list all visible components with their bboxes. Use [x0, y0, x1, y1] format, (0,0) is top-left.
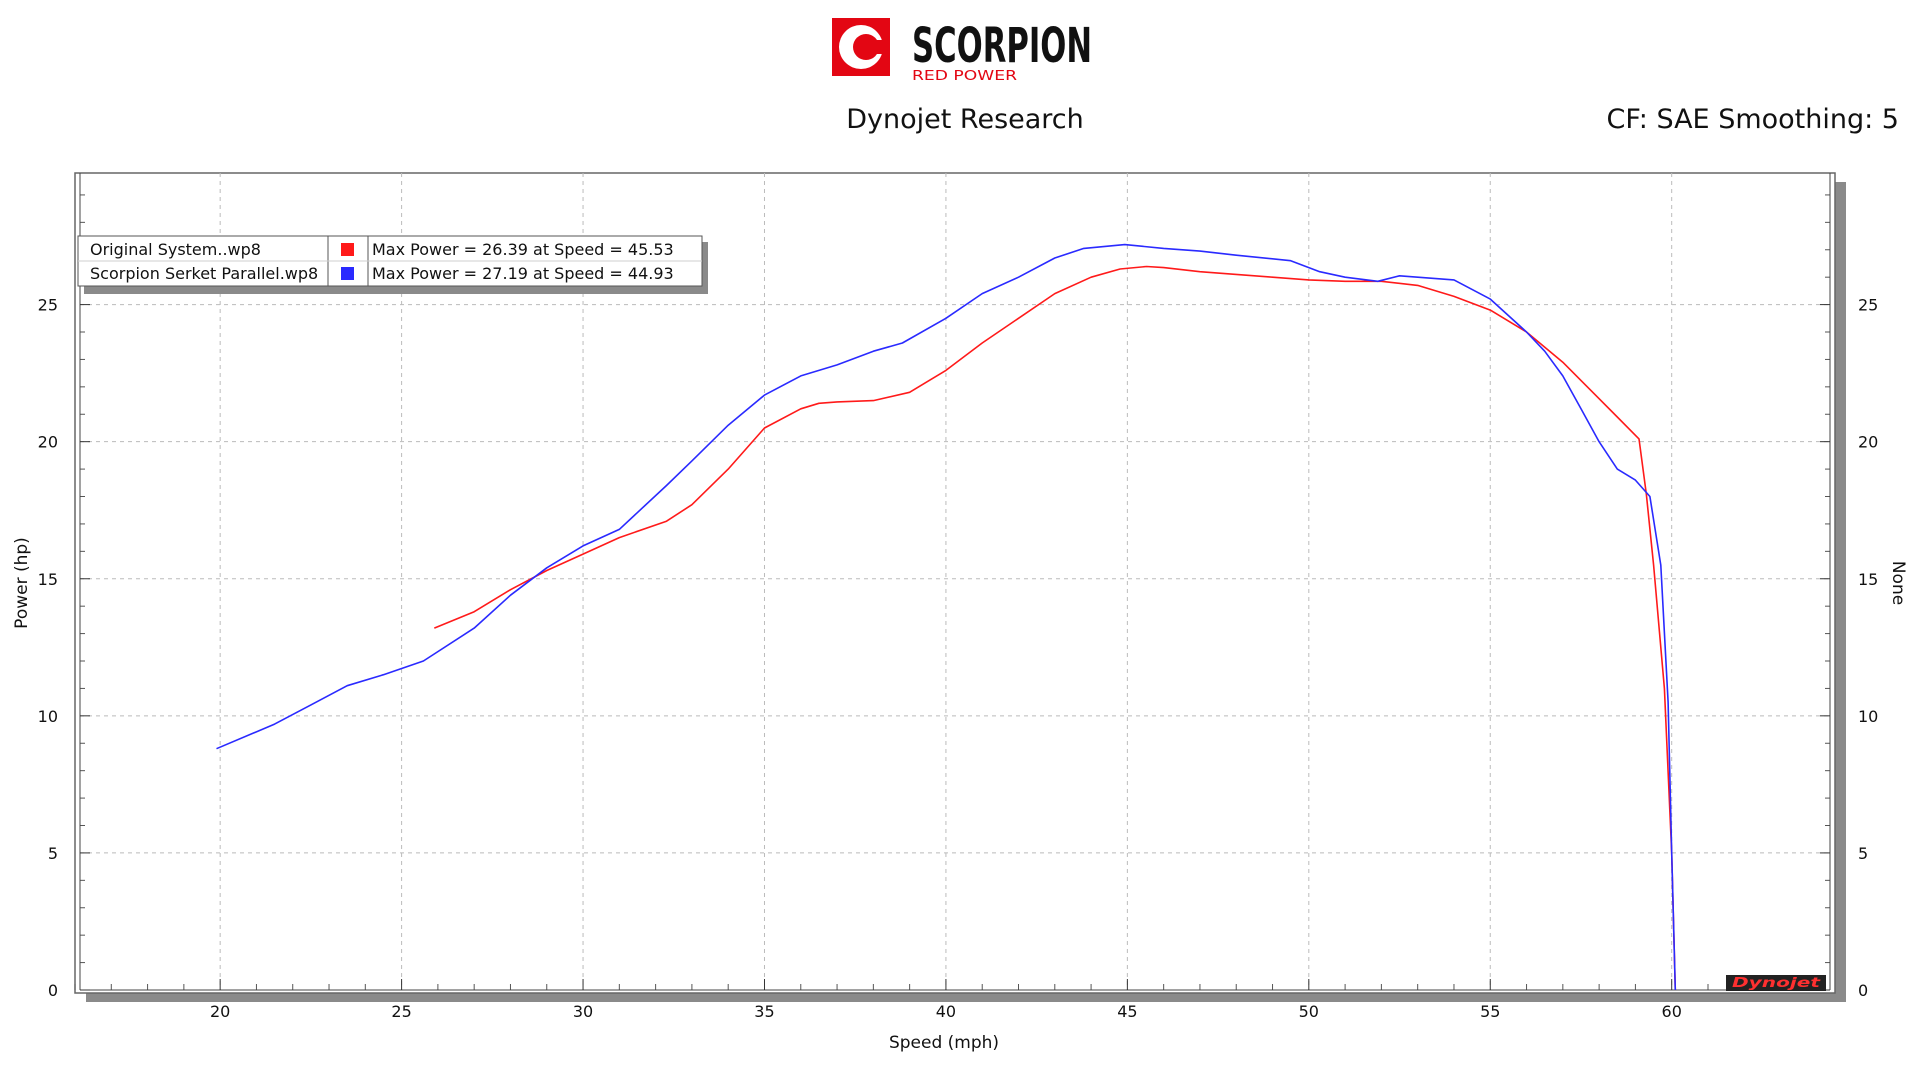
y-axis-left: 0 5 10 15 20 25: [38, 173, 90, 1000]
y-axis-label: Power (hp): [12, 537, 32, 629]
dynojet-logo: Dynojet: [1726, 975, 1826, 991]
x-axis-label: Speed (mph): [889, 1033, 999, 1053]
plot-area: [74, 172, 1836, 994]
logo-wordmark: SCORPION: [912, 18, 1092, 74]
series-line-original: [433, 265, 1677, 991]
scorpion-logo: SCORPION RED POWER: [832, 18, 1092, 84]
y-tick-label-right: 20: [1858, 433, 1878, 452]
chart-title: Dynojet Research: [846, 104, 1084, 135]
legend-swatch-serket: [341, 267, 354, 280]
minor-ticks: [74, 194, 1830, 990]
x-tick-label: 55: [1480, 1002, 1500, 1021]
y-tick-label-left: 25: [38, 296, 58, 315]
y-tick-label-right: 0: [1858, 981, 1868, 1000]
grid: [80, 173, 1830, 990]
y-tick-label-right: 5: [1858, 844, 1868, 863]
x-tick-label: 60: [1662, 1002, 1682, 1021]
x-axis: 20 25 30 35 40 45 50 55 60: [80, 979, 1830, 1021]
y-tick-label-right: 15: [1858, 570, 1878, 589]
legend-swatch-original: [341, 243, 354, 256]
legend-info-original: Max Power = 26.39 at Speed = 45.53: [372, 240, 674, 259]
correction-info: CF: SAE Smoothing: 5: [1606, 104, 1899, 135]
series-lines: [216, 243, 1677, 991]
legend-file-serket: Scorpion Serket Parallel.wp8: [90, 264, 318, 283]
legend: Original System..wp8 Scorpion Serket Par…: [77, 235, 708, 294]
y-tick-label-right: 10: [1858, 707, 1878, 726]
legend-info-serket: Max Power = 27.19 at Speed = 44.93: [372, 264, 674, 283]
logo-tagline: RED POWER: [912, 69, 1017, 84]
x-tick-label: 30: [573, 1002, 593, 1021]
y-axis-right: 0 5 10 15 20 25: [1820, 173, 1878, 1000]
y-tick-label-left: 10: [38, 707, 58, 726]
x-tick-label: 25: [391, 1002, 411, 1021]
x-tick-label: 20: [210, 1002, 230, 1021]
x-tick-label: 50: [1299, 1002, 1319, 1021]
x-tick-label: 35: [754, 1002, 774, 1021]
y-tick-label-left: 20: [38, 433, 58, 452]
x-tick-label: 45: [1117, 1002, 1137, 1021]
x-tick-label: 40: [936, 1002, 956, 1021]
dynojet-wordmark: Dynojet: [1732, 976, 1821, 991]
y-tick-label-left: 5: [48, 844, 58, 863]
legend-file-original: Original System..wp8: [90, 240, 261, 259]
y-tick-label-right: 25: [1858, 296, 1878, 315]
series-line-serket: [216, 243, 1677, 991]
y-tick-label-left: 0: [48, 981, 58, 1000]
y-tick-label-left: 15: [38, 570, 58, 589]
y2-axis-label: None: [1888, 561, 1908, 605]
